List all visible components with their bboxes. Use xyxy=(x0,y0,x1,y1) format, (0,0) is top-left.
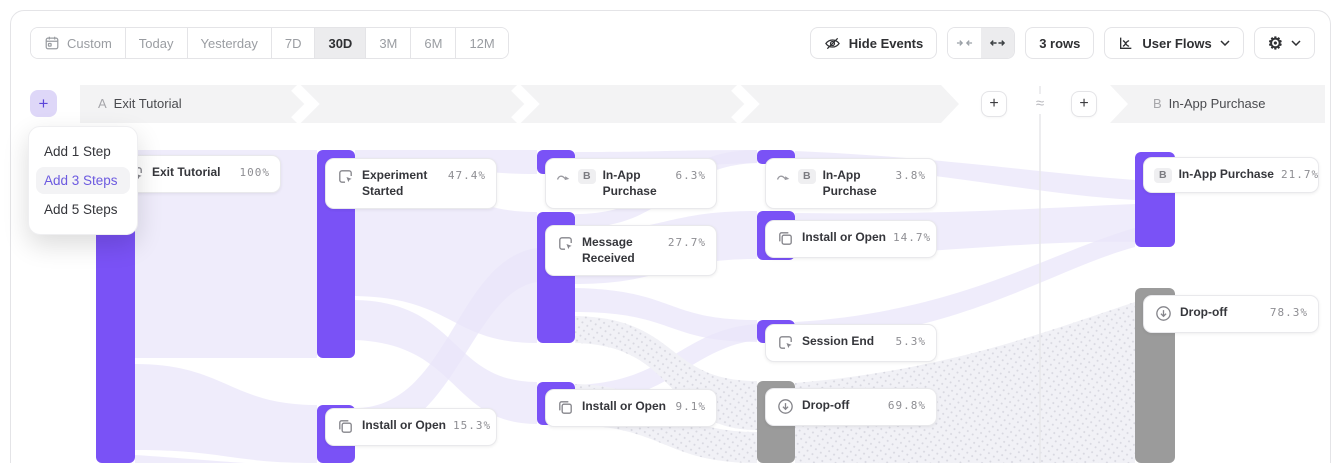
node-card-experiment-started[interactable]: Experiment Started 47.4% xyxy=(325,158,497,210)
collapse-columns-button[interactable] xyxy=(948,28,982,58)
chevron-down-icon xyxy=(1220,40,1230,46)
date-range-12m[interactable]: 12M xyxy=(455,28,508,58)
step-band-a[interactable] xyxy=(80,83,959,125)
step-key-b: B xyxy=(1153,96,1162,111)
node-card-drop-off-78[interactable]: Drop-off 78.3% xyxy=(1143,295,1319,333)
menu-item-add-1-step[interactable]: Add 1 Step xyxy=(44,144,111,159)
jump-arrow-icon xyxy=(556,175,570,181)
menu-item-add-5-steps[interactable]: Add 5 Steps xyxy=(44,202,118,217)
event-click-icon xyxy=(339,170,352,183)
calendar-icon xyxy=(45,36,59,50)
date-range-selector: Custom Today Yesterday 7D 30D 3M 6M 12M xyxy=(30,27,509,59)
node-card-drop-off-69[interactable]: Drop-off 69.8% xyxy=(765,388,937,426)
flows-chart-icon xyxy=(1120,37,1132,49)
date-range-3m[interactable]: 3M xyxy=(365,28,411,58)
node-card-install-or-open-9[interactable]: Install or Open 9.1% xyxy=(545,389,717,427)
add-column-after-a-button[interactable]: + xyxy=(981,91,1007,117)
node-card-install-or-open-15[interactable]: Install or Open 15.3% xyxy=(325,408,497,446)
date-range-30d[interactable]: 30D xyxy=(314,28,366,58)
menu-item-add-3-steps[interactable]: Add 3 Steps xyxy=(36,167,130,194)
node-card-session-end[interactable]: Session End 5.3% xyxy=(765,324,937,362)
step-header-b[interactable]: B In-App Purchase xyxy=(1153,96,1266,111)
date-range-7d[interactable]: 7D xyxy=(270,28,315,58)
collapse-arrows-icon xyxy=(957,40,973,46)
rows-button[interactable]: 3 rows xyxy=(1025,27,1095,59)
step-header-a[interactable]: A Exit Tutorial xyxy=(98,96,182,111)
eye-off-icon xyxy=(824,37,840,49)
copy-squares-icon xyxy=(559,401,572,414)
step-label-a: Exit Tutorial xyxy=(113,96,182,111)
gear-icon: ⚙ xyxy=(1267,33,1283,53)
step-band-b[interactable] xyxy=(1110,85,1325,123)
copy-squares-icon xyxy=(779,232,792,245)
hide-events-button[interactable]: Hide Events xyxy=(809,27,938,59)
anchor-b-badge: B xyxy=(1154,168,1172,183)
anchor-b-badge: B xyxy=(578,169,596,184)
step-key-a: A xyxy=(98,96,107,111)
copy-squares-icon xyxy=(339,420,352,433)
chevron-down-icon xyxy=(1291,40,1301,46)
toolbar: Custom Today Yesterday 7D 30D 3M 6M 12M … xyxy=(0,27,1341,59)
expand-columns-button[interactable] xyxy=(981,28,1015,58)
date-range-6m[interactable]: 6M xyxy=(410,28,456,58)
node-card-install-or-open-14[interactable]: Install or Open 14.7% xyxy=(765,220,937,258)
anchor-b-badge: B xyxy=(798,169,816,184)
add-step-menu: Add 1 Step Add 3 Steps Add 5 Steps xyxy=(28,126,138,235)
jump-arrow-icon xyxy=(776,175,790,181)
node-card-in-app-purchase-21[interactable]: B In-App Purchase 21.7% xyxy=(1143,157,1319,193)
date-range-yesterday[interactable]: Yesterday xyxy=(186,28,271,58)
step-label-b: In-App Purchase xyxy=(1168,96,1266,111)
event-click-icon xyxy=(559,237,572,250)
width-toggle xyxy=(947,27,1016,59)
node-card-in-app-purchase-6[interactable]: B In-App Purchase 6.3% xyxy=(545,158,717,210)
drop-off-icon xyxy=(778,399,793,414)
add-step-button[interactable]: + xyxy=(30,90,57,117)
node-card-exit-tutorial[interactable]: Exit Tutorial 100% xyxy=(115,155,281,193)
toolbar-right: Hide Events 3 rows U xyxy=(809,27,1315,59)
event-click-icon xyxy=(779,336,792,349)
view-selector-button[interactable]: User Flows xyxy=(1104,27,1244,59)
date-range-today[interactable]: Today xyxy=(124,28,187,58)
add-column-before-b-button[interactable]: + xyxy=(1071,91,1097,117)
drop-off-icon xyxy=(1156,306,1171,321)
node-card-message-received[interactable]: Message Received 27.7% xyxy=(545,225,717,277)
settings-button[interactable]: ⚙ xyxy=(1253,27,1315,59)
flow-break-symbol: ≈ xyxy=(1026,94,1054,114)
expand-arrows-icon xyxy=(990,40,1006,46)
node-card-in-app-purchase-3[interactable]: B In-App Purchase 3.8% xyxy=(765,158,937,210)
date-range-custom[interactable]: Custom xyxy=(31,28,125,58)
